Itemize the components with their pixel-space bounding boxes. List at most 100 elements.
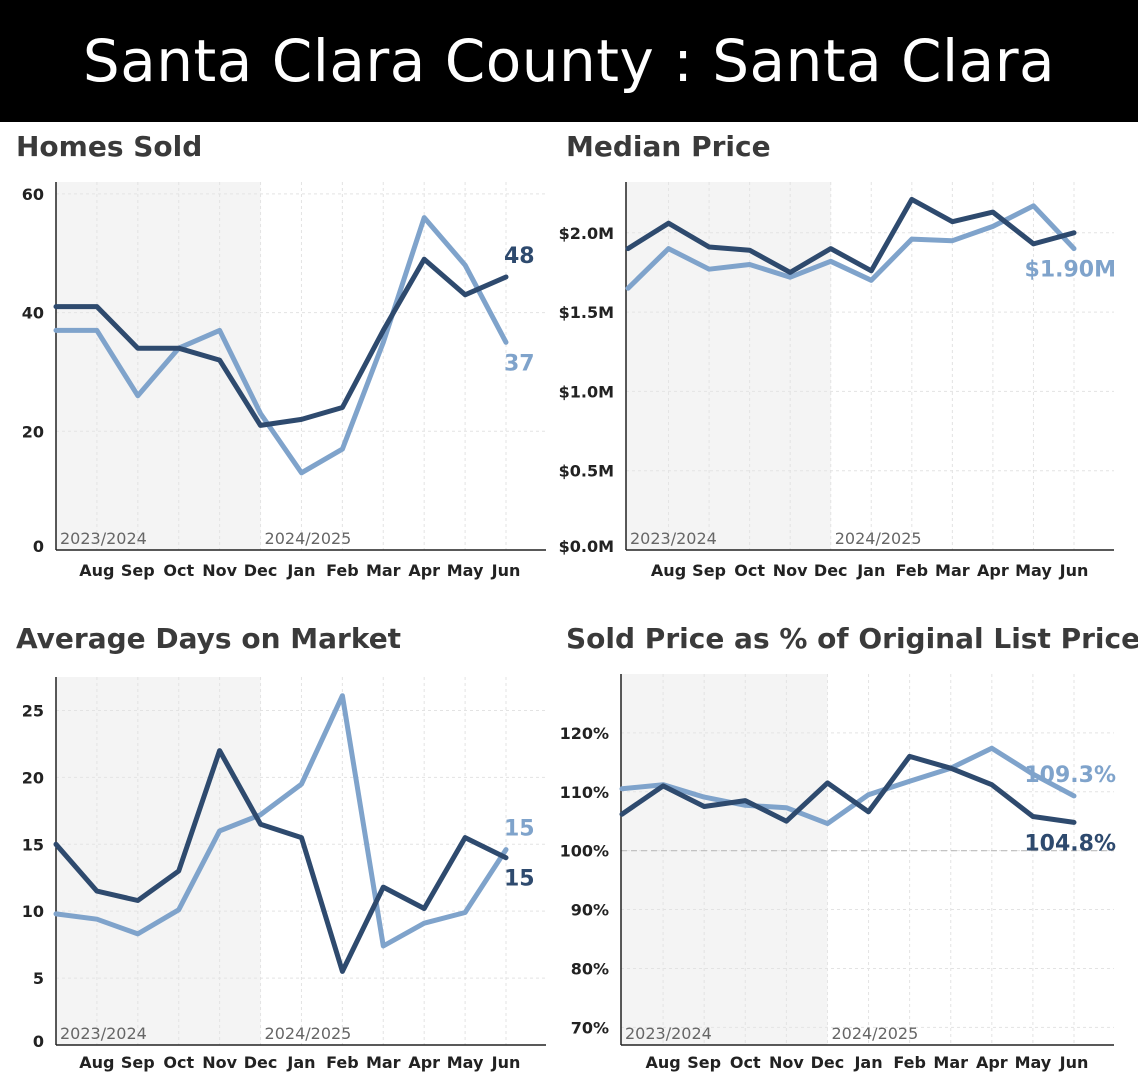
days-on-market-x-tick-label: Jun — [491, 1053, 521, 1072]
days-on-market-season-label-current: 2024/2025 — [265, 1024, 352, 1043]
homes-sold-x-tick-label: Mar — [366, 561, 401, 580]
median-price-season-label-prev: 2023/2024 — [630, 529, 717, 548]
sold-price-pct-panel: Sold Price as % of Original List Price 7… — [560, 622, 1138, 1077]
homes-sold-shade-region — [56, 182, 261, 550]
days-on-market-x-tick-label: May — [447, 1053, 484, 1072]
median-price-chart: $0.0M $0.5M $1.0M $1.5M $2.0M 2023/2024 2024/2… — [559, 182, 1116, 580]
days-on-market-series-previous — [53, 693, 509, 949]
median-price-x-tick-label: May — [1015, 561, 1052, 580]
sold-price-pct-x-tick-label: Feb — [893, 1053, 926, 1072]
sold-price-pct-series-current — [619, 753, 1077, 825]
sold-price-pct-y-tick-label: 110% — [560, 783, 609, 802]
days-on-market-x-tick-label: Apr — [408, 1053, 440, 1072]
sold-price-pct-x-tick-label: Oct — [730, 1053, 761, 1072]
homes-sold-y-tick-label: 60 — [22, 185, 44, 204]
homes-sold-y-tick-label: 40 — [22, 304, 44, 323]
median-price-x-tick-label: Feb — [896, 561, 929, 580]
days-on-market-end-label-previous: 15 — [504, 817, 535, 842]
homes-sold-title: Homes Sold — [16, 130, 203, 163]
homes-sold-chart: 0 20 40 60 2023/2024 2024/2025 Aug Sep Oct Nov Dec… — [22, 182, 546, 580]
days-on-market-title: Average Days on Market — [16, 622, 402, 655]
homes-sold-y-tick-label: 20 — [22, 422, 44, 441]
sold-price-pct-y-tick-label: 80% — [571, 959, 609, 978]
sold-price-pct-x-tick-label: Sep — [687, 1053, 721, 1072]
sold-price-pct-x-tick-label: Jun — [1059, 1053, 1089, 1072]
homes-sold-y-tick-label: 0 — [33, 537, 44, 556]
days-on-market-x-tick-label: Oct — [163, 1053, 194, 1072]
sold-price-pct-y-tick-label: 100% — [560, 842, 609, 861]
median-price-title: Median Price — [566, 130, 771, 163]
sold-price-pct-x-tick-label: Mar — [933, 1053, 968, 1072]
page-title: Santa Clara County : Santa Clara — [82, 27, 1056, 95]
sold-price-pct-title: Sold Price as % of Original List Price — [566, 622, 1138, 655]
homes-sold-end-label-previous: 37 — [504, 351, 535, 376]
days-on-market-y-tick-label: 25 — [22, 701, 44, 720]
median-price-y-tick-label: $1.0M — [559, 382, 614, 401]
days-on-market-end-label-current: 15 — [504, 867, 535, 892]
homes-sold-end-label-current: 48 — [504, 244, 535, 269]
days-on-market-x-tick-label: Sep — [121, 1053, 155, 1072]
days-on-market-x-tick-label: Aug — [79, 1053, 114, 1072]
median-price-series-previous — [625, 203, 1077, 291]
homes-sold-series-current — [53, 256, 509, 428]
median-price-x-tick-label: Jun — [1059, 561, 1089, 580]
median-price-x-tick-label: Oct — [734, 561, 765, 580]
sold-price-pct-chart: 70% 80% 90% 100% 110% 120% 2023/2024 2024/2025 A… — [560, 674, 1116, 1072]
median-price-x-tick-label: Sep — [692, 561, 726, 580]
sold-price-pct-x-tick-label: Nov — [769, 1053, 804, 1072]
median-price-x-tick-label: Mar — [935, 561, 970, 580]
days-on-market-season-label-prev: 2023/2024 — [60, 1024, 147, 1043]
page-header: Santa Clara County : Santa Clara — [0, 0, 1138, 122]
sold-price-pct-end-label-previous: 109.3% — [1024, 763, 1116, 788]
median-price-x-tick-label: Aug — [651, 561, 686, 580]
days-on-market-y-tick-label: 15 — [22, 835, 44, 854]
homes-sold-x-tick-label: Jun — [491, 561, 521, 580]
days-on-market-series-current — [53, 748, 509, 974]
median-price-x-tick-label: Apr — [977, 561, 1009, 580]
homes-sold-x-tick-label: Aug — [79, 561, 114, 580]
median-price-end-label-previous: $1.90M — [1025, 258, 1116, 283]
median-price-x-tick-label: Nov — [773, 561, 808, 580]
median-price-x-tick-label: Dec — [814, 561, 848, 580]
homes-sold-x-tick-label: Feb — [326, 561, 359, 580]
days-on-market-y-tick-label: 0 — [33, 1032, 44, 1051]
days-on-market-x-tick-label: Mar — [366, 1053, 401, 1072]
homes-sold-series-previous — [53, 215, 509, 476]
sold-price-pct-x-tick-label: Apr — [976, 1053, 1008, 1072]
sold-price-pct-y-tick-label: 120% — [560, 724, 609, 743]
sold-price-pct-x-tick-label: Jan — [853, 1053, 882, 1072]
median-price-panel: Median Price $0.0M $0.5M $1.0M $1.5M $2.0M 20… — [559, 130, 1126, 590]
days-on-market-y-tick-label: 10 — [22, 902, 44, 921]
median-price-y-tick-label: $2.0M — [559, 224, 614, 243]
sold-price-pct-shade-region — [621, 674, 828, 1045]
homes-sold-season-label-prev: 2023/2024 — [60, 529, 147, 548]
median-price-y-tick-label: $0.5M — [559, 462, 614, 481]
sold-price-pct-x-tick-label: Aug — [645, 1053, 680, 1072]
days-on-market-x-tick-label: Dec — [244, 1053, 278, 1072]
homes-sold-x-tick-label: May — [447, 561, 484, 580]
sold-price-pct-x-tick-label: Dec — [811, 1053, 845, 1072]
days-on-market-y-tick-label: 20 — [22, 768, 44, 787]
days-on-market-panel: Average Days on Market 0 5 10 15 20 25 2023/20… — [16, 622, 556, 1077]
days-on-market-x-tick-label: Nov — [202, 1053, 237, 1072]
sold-price-pct-x-tick-label: May — [1015, 1053, 1052, 1072]
sold-price-pct-y-tick-label: 70% — [571, 1018, 609, 1037]
median-price-season-label-current: 2024/2025 — [835, 529, 922, 548]
homes-sold-x-tick-label: Sep — [121, 561, 155, 580]
days-on-market-x-tick-label: Feb — [326, 1053, 359, 1072]
median-price-shade-region — [626, 182, 831, 550]
sold-price-pct-y-tick-label: 90% — [571, 901, 609, 920]
sold-price-pct-season-label-current: 2024/2025 — [831, 1024, 918, 1043]
homes-sold-x-tick-label: Jan — [286, 561, 315, 580]
days-on-market-shade-region — [56, 677, 261, 1045]
sold-price-pct-season-label-prev: 2023/2024 — [625, 1024, 712, 1043]
days-on-market-x-tick-label: Jan — [286, 1053, 315, 1072]
median-price-x-tick-label: Jan — [856, 561, 885, 580]
homes-sold-x-tick-label: Dec — [244, 561, 278, 580]
median-price-y-tick-label: $0.0M — [559, 537, 614, 556]
homes-sold-panel: Homes Sold 0 20 40 60 2023/2024 2024/2025 Aug S… — [16, 130, 556, 590]
homes-sold-x-tick-label: Apr — [408, 561, 440, 580]
median-price-series-current — [625, 196, 1077, 275]
days-on-market-y-tick-label: 5 — [33, 969, 44, 988]
homes-sold-season-label-current: 2024/2025 — [265, 529, 352, 548]
